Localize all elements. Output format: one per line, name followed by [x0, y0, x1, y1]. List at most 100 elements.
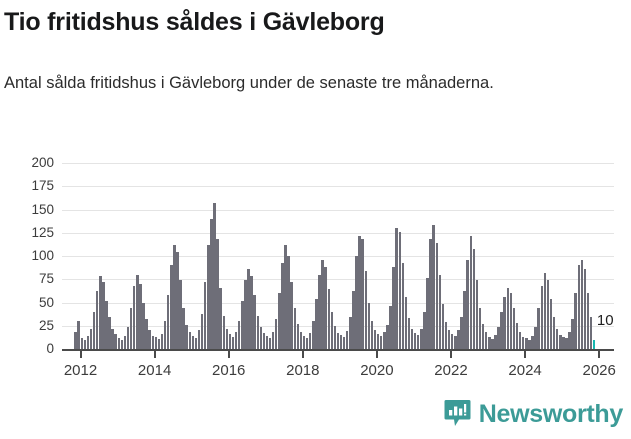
bar [188, 332, 192, 349]
y-axis-tick-label: 150 [31, 201, 54, 217]
bar [441, 304, 445, 349]
bar [123, 335, 127, 349]
bar [346, 331, 349, 349]
bar [299, 332, 303, 349]
x-axis-tick-label: 2012 [63, 362, 98, 379]
bar [546, 280, 550, 349]
x-axis-tick-label: 2016 [212, 362, 246, 379]
bar [237, 321, 241, 349]
bar [222, 315, 225, 349]
bar [503, 296, 506, 349]
bar [129, 308, 133, 349]
bar [117, 337, 121, 349]
bar [136, 274, 139, 349]
bar [99, 276, 102, 349]
bar [293, 308, 296, 349]
bar [163, 321, 167, 349]
bar [543, 272, 547, 349]
bar [120, 339, 124, 349]
bar [410, 328, 414, 349]
bar [447, 330, 451, 349]
bar [284, 244, 287, 349]
bar [497, 326, 500, 349]
bar [133, 285, 136, 349]
bar [398, 231, 401, 349]
bar [216, 239, 219, 349]
bar [500, 311, 503, 349]
gridline [62, 163, 614, 164]
bar [417, 335, 420, 349]
bar [324, 267, 327, 349]
bar [126, 326, 130, 349]
bar [95, 291, 99, 349]
bar [102, 282, 105, 349]
bar [358, 235, 361, 349]
bar [204, 282, 207, 349]
bar [339, 335, 343, 349]
y-axis-tick-label: 100 [31, 248, 54, 263]
bar [426, 278, 429, 349]
bar [160, 334, 164, 349]
bar [333, 325, 337, 349]
bar [472, 248, 476, 349]
bar [287, 256, 290, 349]
bar [549, 298, 553, 349]
page-subtitle: Antal sålda fritidshus i Gävleborg under… [4, 74, 494, 92]
bar [142, 302, 145, 349]
bar [423, 311, 426, 349]
bar [463, 291, 466, 349]
bar [361, 239, 364, 349]
bar [250, 276, 253, 349]
y-axis-tick-label: 75 [38, 271, 54, 287]
bar [509, 293, 513, 349]
bar [413, 333, 417, 349]
bar [478, 308, 482, 349]
gridline [62, 279, 614, 280]
y-axis-tick-label: 175 [31, 178, 54, 194]
bar [454, 335, 457, 349]
bar [315, 298, 318, 349]
x-axis-tick [598, 351, 601, 358]
x-axis-tick-label: 2018 [286, 362, 320, 379]
bar [342, 336, 346, 349]
bar [481, 323, 485, 349]
bar [484, 332, 488, 349]
bar [173, 244, 176, 349]
bar [537, 308, 540, 349]
bar [512, 308, 516, 349]
bar [583, 269, 587, 349]
bar [182, 308, 185, 349]
bar [170, 265, 173, 349]
bar [577, 265, 581, 349]
bar [352, 291, 355, 349]
x-axis-tick-label: 2026 [582, 362, 616, 379]
bar [450, 334, 454, 349]
bar [210, 218, 213, 349]
bar [589, 317, 593, 349]
bar [296, 323, 300, 349]
bar [404, 296, 408, 349]
bar [166, 295, 170, 349]
x-axis-tick-label: 2024 [508, 362, 542, 379]
bar [515, 322, 519, 349]
bar [111, 328, 114, 349]
bar [80, 337, 83, 349]
bar [574, 293, 577, 349]
bar [241, 300, 244, 349]
bar [559, 335, 562, 349]
bar [522, 336, 525, 349]
bar [364, 270, 368, 349]
y-axis-tick-label: 50 [38, 294, 54, 310]
bar [466, 259, 469, 349]
bar [330, 311, 334, 349]
brand-name: Newsworthy [478, 399, 624, 428]
bar [534, 326, 537, 349]
bar [460, 317, 463, 349]
bar [444, 322, 448, 349]
bar [219, 287, 222, 349]
bar [225, 328, 229, 349]
bar [552, 317, 556, 349]
bar [185, 324, 188, 349]
x-axis-tick [524, 351, 527, 358]
